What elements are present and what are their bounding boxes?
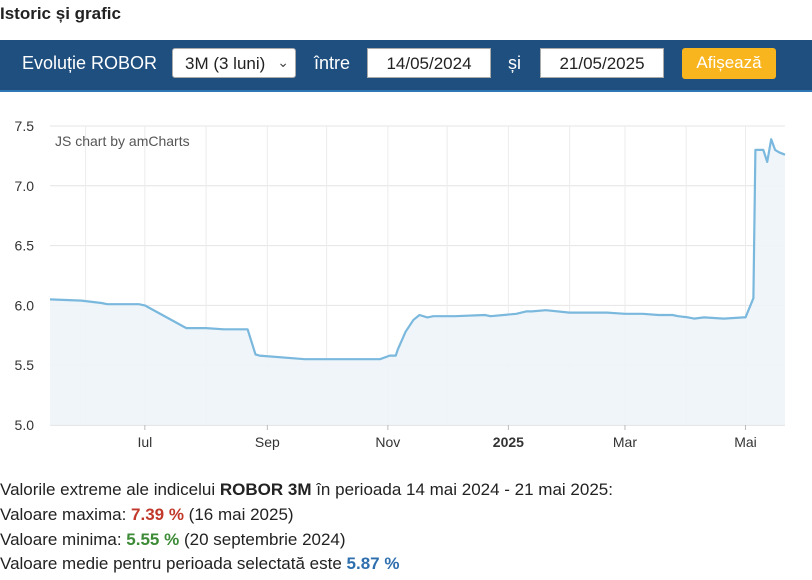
summary-max: Valoare maxima: 7.39 % (16 mai 2025)	[0, 505, 294, 525]
x-tick-label: Sep	[255, 434, 280, 450]
summary-suffix: în perioada 14 mai 2024 - 21 mai 2025:	[311, 480, 613, 499]
chart-credit: JS chart by amCharts	[55, 133, 190, 149]
filter-toolbar: Evoluție ROBOR 3M (3 luni) ⌄ între 14/05…	[0, 40, 812, 92]
end-date-input[interactable]: 21/05/2025	[540, 48, 664, 78]
y-tick-label: 5.0	[15, 417, 35, 433]
max-label: Valoare maxima:	[0, 505, 132, 524]
min-label: Valoare minima:	[0, 530, 127, 549]
show-button[interactable]: Afișează	[682, 48, 776, 79]
max-date: (16 mai 2025)	[183, 505, 294, 524]
x-tick-label: Mar	[613, 434, 637, 450]
summary-avg: Valoare medie pentru perioada selectată …	[0, 554, 399, 574]
toolbar-label: Evoluție ROBOR	[22, 53, 158, 73]
period-select[interactable]: 3M (3 luni) ⌄	[172, 48, 296, 78]
x-tick-label: 2025	[493, 434, 524, 450]
series-line	[49, 138, 786, 361]
summary-prefix: Valorile extreme ale indicelui	[0, 480, 220, 499]
y-tick-label: 7.5	[15, 118, 35, 134]
summary-min: Valoare minima: 5.55 % (20 septembrie 20…	[0, 530, 346, 550]
x-tick-label: Nov	[375, 434, 400, 450]
y-tick-label: 6.5	[15, 238, 35, 254]
and-label: și	[508, 53, 521, 73]
max-value: 7.39 %	[131, 505, 184, 524]
chevron-down-icon: ⌄	[277, 54, 289, 70]
summary-line-1: Valorile extreme ale indicelui ROBOR 3M …	[0, 480, 613, 500]
avg-value: 5.87 %	[346, 554, 400, 573]
min-date: (20 septembrie 2024)	[179, 530, 346, 549]
avg-label: Valoare medie pentru perioada selectată …	[0, 554, 347, 573]
series-area	[50, 139, 785, 425]
index-name: ROBOR 3M	[219, 480, 312, 499]
x-tick-label: Mai	[734, 434, 757, 450]
between-label: între	[314, 53, 351, 73]
period-select-value: 3M (3 luni)	[185, 54, 266, 73]
min-value: 5.55 %	[126, 530, 180, 549]
page-title: Istoric și grafic	[0, 4, 121, 23]
y-tick-label: 7.0	[15, 178, 35, 194]
y-tick-label: 5.5	[15, 357, 35, 373]
x-tick-label: Iul	[137, 434, 152, 450]
y-tick-label: 6.0	[15, 297, 35, 313]
start-date-input[interactable]: 14/05/2024	[367, 48, 491, 78]
robor-chart: 7.5 7.0 6.5 6.0 5.5 5.0 Iul Sep Nov 2025 Mar Mai JS …	[15, 118, 786, 450]
